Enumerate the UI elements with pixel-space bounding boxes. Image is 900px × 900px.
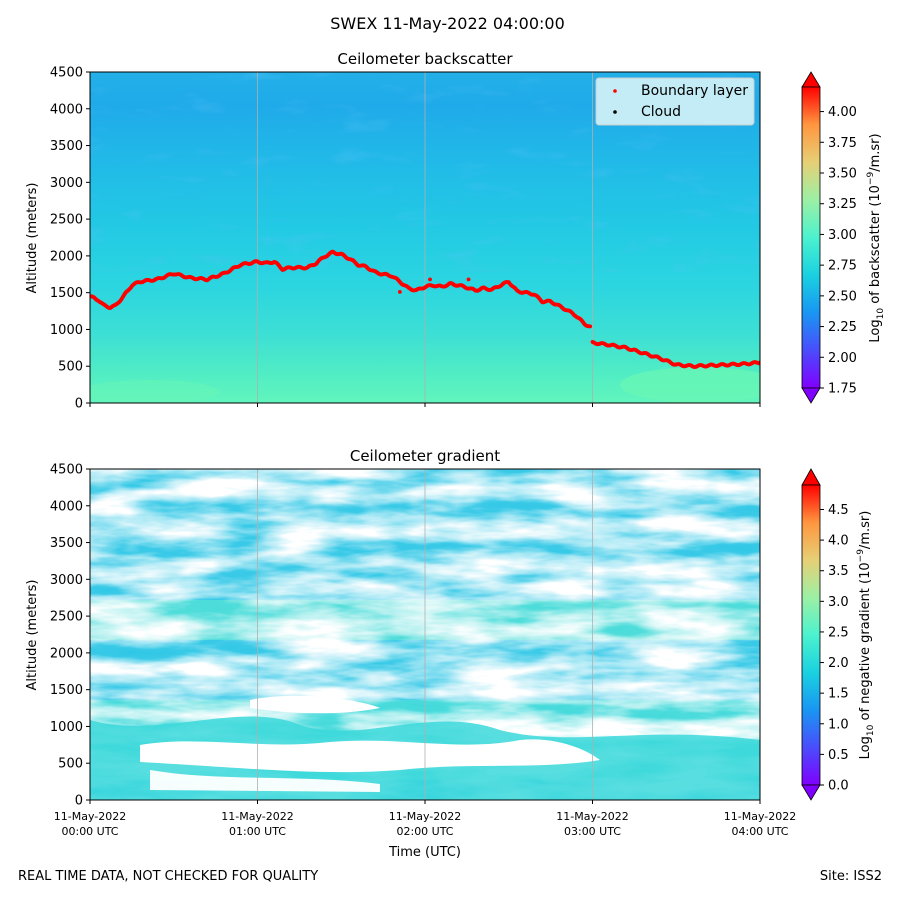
ytick-label: 500 [58,360,83,375]
cbar-tick-label: 2.25 [828,320,857,335]
backscatter-ylabel: Altitude (meters) [25,183,40,294]
ytick-label: 0 [75,794,83,809]
legend-boundary-marker [613,89,617,93]
xtick-label-date: 11-May-2022 [54,810,126,823]
cbar-tick-label: 3.00 [828,228,857,243]
xtick-label-time: 00:00 UTC [61,825,118,838]
legend-cloud-label: Cloud [641,104,681,120]
cbar-tick-label: 2.00 [828,351,857,366]
gradient-cbar-ticks: 0.0 0.5 1.0 1.5 2.0 2.5 3.0 3.5 4.0 4.5 [820,503,849,794]
xtick-label-time: 01:00 UTC [229,825,286,838]
backscatter-cbar-ticks: 1.75 2.00 2.25 2.50 2.75 3.00 3.25 3.50 3.75 4.00 [820,105,857,397]
legend-boundary-label: Boundary layer [641,83,748,99]
cbar-tick-label: 2.50 [828,289,857,304]
site-label: Site: ISS2 [819,869,882,884]
bottom-gridlines [257,469,593,800]
cbar2-bottom-extend [801,784,821,801]
ytick-label: 2000 [50,646,83,661]
ytick-label: 2000 [50,249,83,264]
ytick-label: 0 [75,397,83,412]
xtick-label-date: 11-May-2022 [556,810,628,823]
cbar-tick-label: 1.5 [828,687,849,702]
boundary-layer-point [428,277,432,282]
cbar-tick-label: 3.5 [828,564,849,579]
ytick-label: 4000 [50,499,83,514]
cbar-tick-label: 2.0 [828,656,849,671]
quality-notice: REAL TIME DATA, NOT CHECKED FOR QUALITY [18,869,319,884]
cbar-tick-label: 1.75 [828,382,857,397]
cbar-tick-label: 3.75 [828,136,857,151]
boundary-layer-point [397,290,402,294]
time-xlabel: Time (UTC) [388,845,461,860]
xtick-label-date: 11-May-2022 [389,810,461,823]
ytick-label: 3000 [50,573,83,588]
cbar-gradient [801,86,821,389]
cbar-tick-label: 3.0 [828,595,849,610]
cbar-tick-label: 2.5 [828,625,849,640]
ytick-label: 1000 [50,720,83,735]
gradient-title: Ceilometer gradient [350,447,500,465]
ytick-label: 3000 [50,176,83,191]
xtick-label-date: 11-May-2022 [221,810,293,823]
xtick-label-time: 02:00 UTC [396,825,453,838]
ytick-label: 500 [58,757,83,772]
ytick-label: 1000 [50,323,83,338]
cbar-tick-label: 3.25 [828,197,857,212]
ytick-label: 4500 [50,463,83,478]
cbar-tick-label: 2.75 [828,259,857,274]
ytick-label: 3500 [50,139,83,154]
cbar-tick-label: 3.50 [828,167,857,182]
cbar-tick-label: 4.00 [828,105,857,120]
legend-frame [595,77,755,126]
cbar2-gradient [801,484,821,786]
gradient-yticks: 0 500 1000 1500 2000 2500 3000 3500 4000 4500 [50,463,90,809]
cbar-tick-label: 0.0 [828,779,849,794]
cbar-tick-label: 4.0 [828,534,849,549]
xtick-label-time: 04:00 UTC [731,825,788,838]
gradient-colorbar: 0.0 0.5 1.0 1.5 2.0 2.5 3.0 3.5 4.0 4.5 Log10 of … [801,468,876,801]
backscatter-cbar-label: Log10 of backscatter (10−9/m.sr) [866,133,886,342]
gradient-xticks: 11-May-2022 00:00 UTC 11-May-2022 01:00 UTC… [54,800,796,838]
cbar-tick-label: 4.5 [828,503,849,518]
gradient-ylabel: Altitude (meters) [25,580,40,691]
backscatter-title: Ceilometer backscatter [337,50,513,68]
backscatter-xticks [89,403,761,407]
cbar-tick-label: 0.5 [828,748,849,763]
cbar-bottom-extend [801,387,821,404]
backscatter-yticks: 0 500 1000 1500 2000 2500 3000 3500 4000 4500 [50,66,90,412]
ytick-label: 1500 [50,683,83,698]
figure-suptitle: SWEX 11-May-2022 04:00:00 [330,14,565,33]
backscatter-legend: Boundary layer Cloud [595,77,755,126]
boundary-layer-point [588,324,593,329]
backscatter-colorbar: 1.75 2.00 2.25 2.50 2.75 3.00 3.25 3.50 3.75 4.00… [801,71,886,404]
ytick-label: 1500 [50,286,83,301]
gradient-cbar-label: Log10 of negative gradient (10−9/m.sr) [856,511,876,760]
top-gridlines [257,72,593,403]
ytick-label: 2500 [50,213,83,228]
boundary-layer-point [466,277,471,282]
cbar-tick-label: 1.0 [828,717,849,732]
legend-cloud-marker [613,110,617,114]
ytick-label: 2500 [50,610,83,625]
cbar2-top-extend [801,468,821,486]
ytick-label: 4500 [50,66,83,81]
ytick-label: 4000 [50,102,83,117]
boundary-layer-series [90,249,760,369]
xtick-label-date: 11-May-2022 [724,810,796,823]
xtick-label-time: 03:00 UTC [564,825,621,838]
ytick-label: 3500 [50,536,83,551]
cbar-top-extend [801,71,821,88]
